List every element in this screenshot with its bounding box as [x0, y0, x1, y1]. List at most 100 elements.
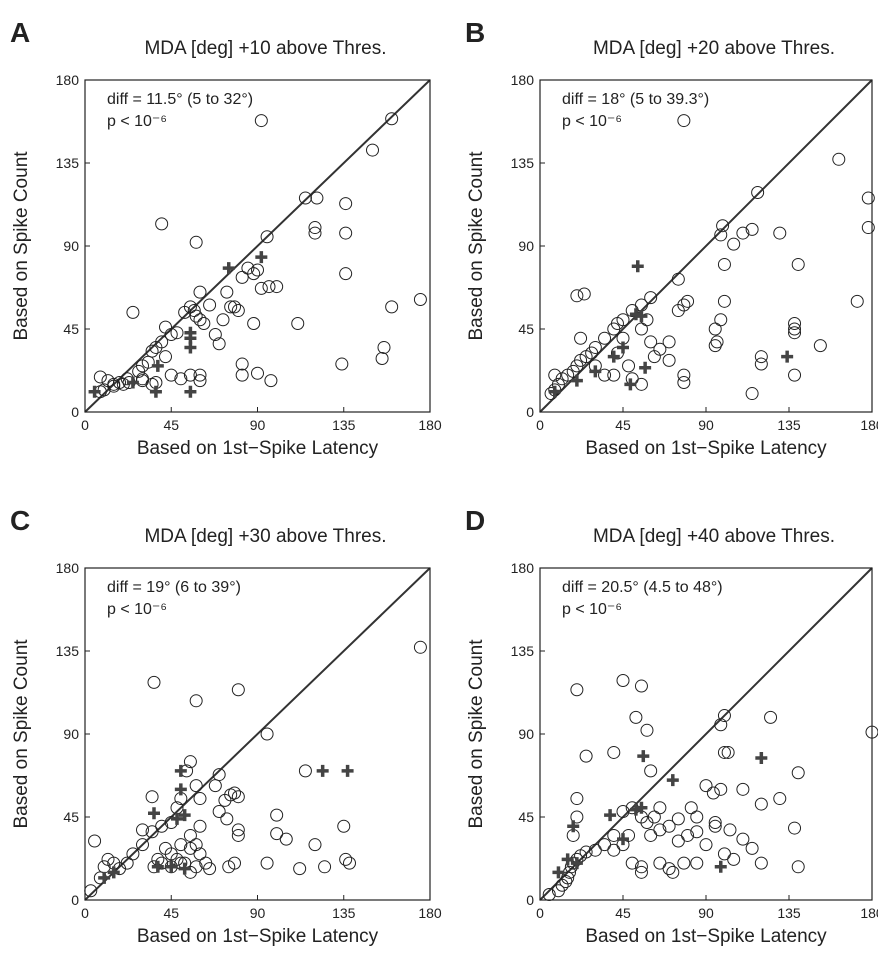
point	[607, 828, 621, 842]
identity-line	[84, 79, 431, 413]
point	[260, 230, 274, 244]
plus-point	[184, 385, 197, 398]
y-axis-label: Based on Spike Count	[11, 639, 32, 829]
plus-point	[184, 326, 197, 339]
point	[126, 305, 140, 319]
point	[183, 300, 197, 314]
plus-point	[624, 378, 637, 391]
point	[764, 710, 778, 724]
point	[170, 326, 184, 340]
point	[714, 313, 728, 327]
panel-title: MDA [deg] +20 above Thres.	[593, 38, 835, 59]
point	[155, 856, 169, 870]
point	[224, 300, 238, 314]
point	[634, 322, 648, 336]
point	[570, 810, 584, 824]
plus-point	[174, 764, 187, 777]
point	[625, 856, 639, 870]
point	[337, 819, 351, 833]
y-tick-label: 90	[518, 726, 534, 742]
point	[861, 191, 875, 205]
point	[93, 370, 107, 384]
x-axis-label: Based on 1st−Spike Latency	[137, 438, 379, 459]
point	[622, 359, 636, 373]
point	[754, 856, 768, 870]
point	[850, 294, 864, 308]
point	[708, 816, 722, 830]
point	[653, 856, 667, 870]
point	[754, 350, 768, 364]
x-axis-label: Based on 1st−Spike Latency	[585, 438, 827, 459]
point	[183, 828, 197, 842]
point	[717, 294, 731, 308]
point	[159, 320, 172, 334]
point	[126, 847, 140, 861]
point	[791, 860, 805, 874]
point	[187, 304, 201, 318]
point	[634, 860, 648, 874]
point	[607, 322, 621, 336]
y-tick-label: 135	[511, 643, 535, 659]
point	[548, 368, 562, 382]
point	[773, 226, 787, 240]
y-tick-label: 180	[56, 72, 80, 88]
point	[745, 222, 759, 236]
point	[788, 368, 802, 382]
point	[183, 755, 197, 769]
y-tick-label: 135	[511, 155, 535, 171]
plus-point	[589, 365, 602, 378]
point	[736, 832, 750, 846]
y-tick-label: 45	[518, 321, 534, 337]
point	[684, 801, 698, 815]
y-tick-label: 90	[518, 238, 534, 254]
plus-point	[781, 350, 794, 363]
point	[644, 335, 658, 349]
point	[861, 221, 875, 235]
plus-point	[126, 376, 139, 389]
point	[251, 366, 264, 380]
point	[155, 819, 169, 833]
point	[625, 304, 639, 318]
point	[662, 335, 676, 349]
plus-point	[341, 764, 354, 777]
annotation: diff = 19° (6 to 39°)	[107, 579, 241, 596]
point	[203, 298, 217, 312]
annotation: p < 10⁻⁶	[562, 113, 622, 130]
x-tick-label: 90	[698, 417, 714, 433]
point	[413, 640, 427, 654]
plus-point	[178, 862, 191, 875]
plus-point	[149, 385, 162, 398]
point	[377, 340, 391, 354]
point	[254, 114, 268, 128]
point	[662, 353, 676, 367]
point	[699, 838, 713, 852]
point	[310, 191, 324, 205]
point	[644, 828, 658, 842]
panel: B MDA [deg] +20 above Thres. Based on 1st−…	[465, 17, 878, 459]
plus-point	[316, 764, 329, 777]
plus-point	[617, 833, 629, 846]
point	[235, 270, 249, 284]
point	[298, 191, 312, 205]
point	[690, 825, 704, 839]
point	[671, 304, 685, 318]
x-tick-label: 45	[615, 417, 631, 433]
point	[574, 331, 588, 345]
point	[788, 316, 802, 330]
plus-point	[714, 860, 727, 873]
point	[666, 865, 680, 879]
point	[208, 328, 222, 342]
point	[145, 344, 159, 358]
point	[174, 372, 188, 386]
point	[708, 339, 722, 353]
point	[677, 375, 691, 389]
x-tick-label: 180	[860, 417, 878, 433]
point	[717, 709, 731, 723]
point	[270, 808, 284, 822]
y-tick-label: 45	[518, 809, 534, 825]
point	[607, 745, 621, 759]
point	[222, 860, 236, 874]
point	[677, 114, 691, 128]
point	[366, 143, 379, 157]
point	[228, 300, 241, 314]
